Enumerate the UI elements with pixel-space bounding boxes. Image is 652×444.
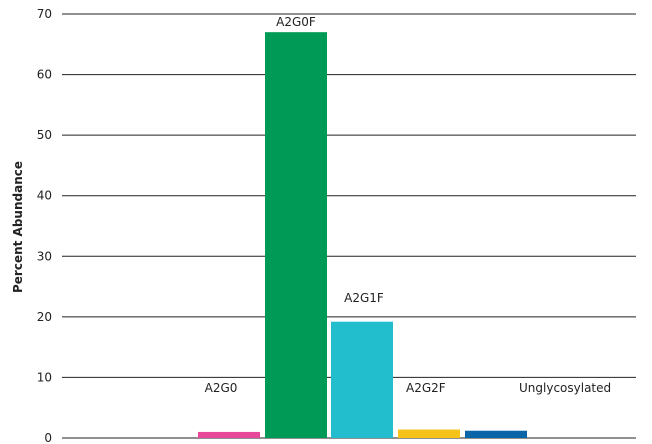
y-tick-labels: 0 10 20 30 40 50 60 70 [37,7,52,444]
bar-label-a2g2f: A2G2F [406,381,446,395]
bar-a2g2f [398,429,460,438]
y-tick-label: 60 [37,68,52,82]
y-tick-label: 70 [37,7,52,21]
y-tick-label: 20 [37,310,52,324]
bar-label-a2g0: A2G0 [205,381,238,395]
bar-label-a2g1f: A2G1F [344,291,384,305]
bar-a2g0f [265,32,327,439]
bar-labels: A2G0 A2G0F A2G1F A2G2F Unglycosylated [205,15,612,395]
bar-unglycosylated [465,430,527,438]
y-axis-title: Percent Abundance [11,161,25,293]
bar-label-a2g0f: A2G0F [276,15,316,29]
y-tick-label: 0 [44,431,52,444]
bar-a2g1f [331,321,393,438]
y-tick-label: 30 [37,249,52,263]
bar-label-unglycosylated: Unglycosylated [519,381,611,395]
y-tick-label: 40 [37,189,52,203]
y-tick-label: 50 [37,128,52,142]
y-tick-label: 10 [37,370,52,384]
gridlines [62,13,636,439]
bars [198,32,527,439]
bar-a2g0 [198,431,260,438]
